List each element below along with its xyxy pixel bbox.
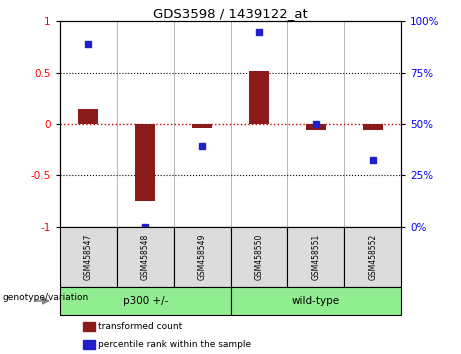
Bar <box>135 124 155 201</box>
Bar <box>363 124 383 130</box>
Bar <box>60 287 230 315</box>
Bar <box>287 227 344 287</box>
Bar <box>117 227 174 287</box>
Text: GSM458549: GSM458549 <box>198 233 207 280</box>
Bar <box>230 227 287 287</box>
Bar <box>192 124 212 128</box>
Bar <box>230 287 401 315</box>
Text: transformed count: transformed count <box>98 322 183 331</box>
Text: p300 +/-: p300 +/- <box>123 296 168 306</box>
Bar <box>174 227 230 287</box>
Text: genotype/variation: genotype/variation <box>2 293 89 302</box>
Text: GSM458551: GSM458551 <box>311 234 320 280</box>
Text: wild-type: wild-type <box>292 296 340 306</box>
Text: GSM458547: GSM458547 <box>84 233 93 280</box>
Bar <box>344 227 401 287</box>
Text: GSM458548: GSM458548 <box>141 234 150 280</box>
Text: GSM458550: GSM458550 <box>254 233 263 280</box>
Title: GDS3598 / 1439122_at: GDS3598 / 1439122_at <box>153 7 308 20</box>
Bar <box>306 124 326 130</box>
Bar <box>60 227 117 287</box>
Text: percentile rank within the sample: percentile rank within the sample <box>98 340 251 349</box>
Bar <box>78 108 98 124</box>
Bar <box>249 70 269 124</box>
Text: GSM458552: GSM458552 <box>368 234 377 280</box>
